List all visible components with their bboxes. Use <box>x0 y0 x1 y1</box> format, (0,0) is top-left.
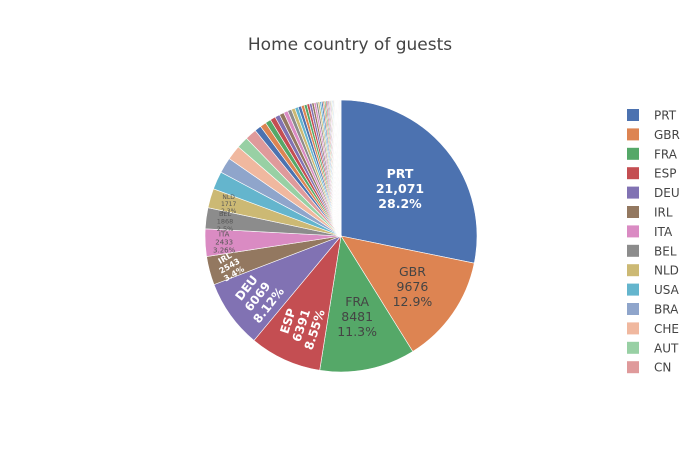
legend-swatch-fra <box>627 147 639 160</box>
legend-label-cn: CN <box>654 361 671 375</box>
legend-swatch-ita <box>627 225 639 238</box>
legend-label-ita: ITA <box>654 225 673 239</box>
legend-label-che: CHE <box>654 322 679 336</box>
slice-label-bel: BEL 1868 2.5% <box>217 210 234 233</box>
legend-label-irl: IRL <box>654 206 673 220</box>
slice-gbr <box>340 235 475 352</box>
slice-labels: PRT 21,071 28.2%GBR 9676 12.9%FRA 8481 11.3%ES… <box>213 166 432 352</box>
legend-swatch-che <box>627 322 639 335</box>
slice-label-ita: ITA 2433 3.26% <box>213 231 236 255</box>
legend-swatch-nld <box>627 264 639 277</box>
legend-label-deu: DEU <box>654 186 680 200</box>
legend: PRT GBR FRA ESP DEU IRL ITA BEL NLD USA BRA CHE AUT C… <box>627 109 680 375</box>
legend-swatch-aut <box>627 341 639 354</box>
legend-label-prt: PRT <box>654 109 677 123</box>
slice-prt <box>340 99 478 264</box>
legend-label-gbr: GBR <box>654 128 680 142</box>
pie-slices <box>204 99 478 373</box>
legend-swatch-deu <box>627 186 639 199</box>
legend-label-nld: NLD <box>654 264 679 278</box>
slice-label-fra: FRA 8481 11.3% <box>337 294 377 339</box>
legend-label-bel: BEL <box>654 244 677 258</box>
slice-label-nld: NLD 1717 2.3% <box>221 194 237 215</box>
legend-swatch-bra <box>627 303 639 315</box>
legend-label-fra: FRA <box>654 147 678 161</box>
legend-swatch-gbr <box>627 128 639 141</box>
legend-swatch-esp <box>627 167 639 180</box>
slice-label-prt: PRT 21,071 28.2% <box>376 166 424 211</box>
slice-fra <box>319 235 414 373</box>
legend-label-esp: ESP <box>654 167 676 181</box>
legend-label-aut: AUT <box>654 341 679 355</box>
legend-swatch-irl <box>627 206 639 218</box>
slice-label-gbr: GBR 9676 12.9% <box>393 264 433 309</box>
chart-title: Home country of guests <box>248 35 452 55</box>
legend-label-usa: USA <box>654 283 680 297</box>
legend-label-bra: BRA <box>654 303 679 317</box>
legend-swatch-cn <box>627 361 639 374</box>
legend-swatch-prt <box>627 109 639 121</box>
legend-swatch-usa <box>627 283 639 296</box>
legend-swatch-bel <box>627 244 639 257</box>
